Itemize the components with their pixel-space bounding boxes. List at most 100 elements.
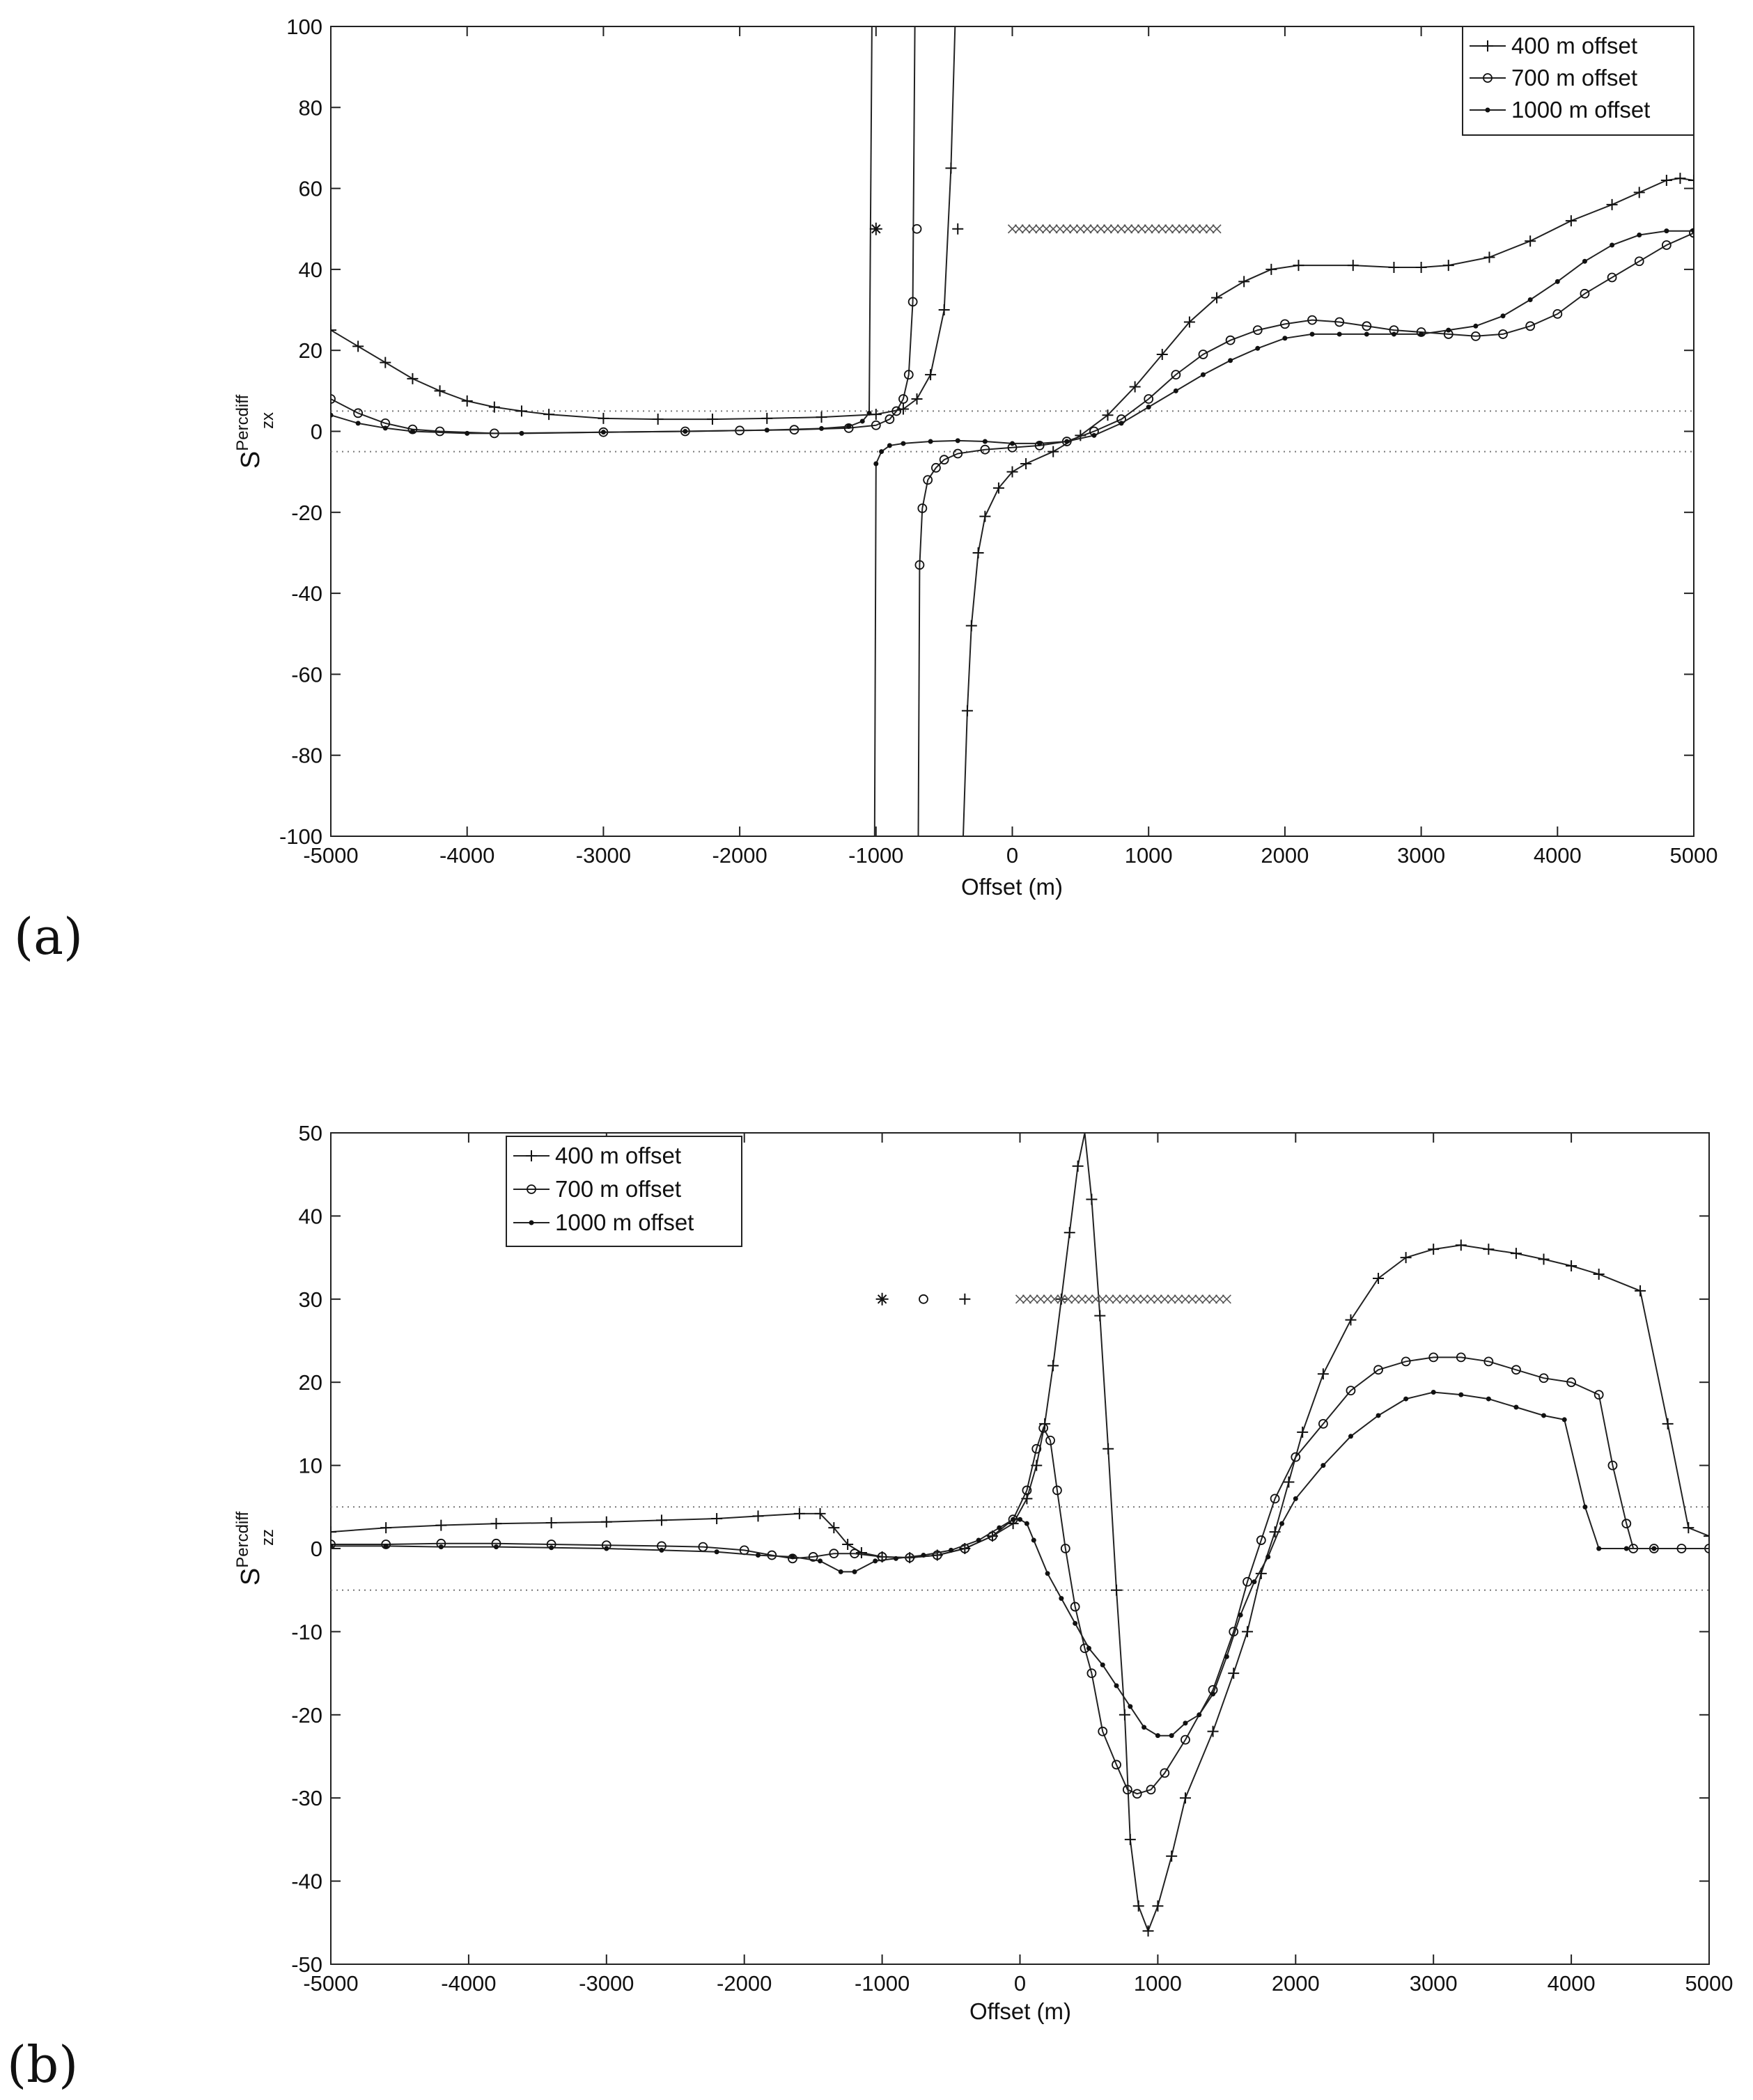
panel-label-b: (b) [7, 2035, 78, 2094]
y-axis-label-sup-a: Percdiff [233, 395, 252, 451]
data-point [1373, 1272, 1385, 1284]
annotation-band-mark [1057, 1294, 1066, 1304]
annotation-band-mark [1194, 1294, 1204, 1304]
data-point [543, 409, 555, 421]
data-point [383, 1543, 389, 1549]
annotation-band-mark [1015, 1294, 1025, 1304]
data-point [788, 1553, 797, 1564]
data-point [381, 1539, 391, 1549]
legend-a: 400 m offset 700 m offset 1000 m offset [1462, 26, 1694, 136]
data-point [814, 1507, 826, 1519]
data-point [1345, 1314, 1357, 1326]
data-point [1111, 1584, 1123, 1596]
data-point [652, 414, 664, 425]
annotation-band-mark [1055, 224, 1065, 234]
data-point [1348, 1434, 1353, 1439]
data-point [932, 1550, 942, 1560]
legend-marker [1483, 73, 1493, 83]
data-point [842, 1539, 854, 1551]
series-1 [331, 26, 1694, 836]
annotation-band-mark [1021, 224, 1031, 234]
data-point [655, 1514, 667, 1526]
y-tick-label: -30 [291, 1786, 322, 1810]
data-point [1428, 1352, 1439, 1363]
data-point [1064, 1227, 1075, 1239]
y-tick-label: 0 [311, 420, 322, 444]
data-point [1525, 235, 1536, 247]
data-point [979, 510, 991, 522]
data-point [923, 475, 933, 485]
data-point [1415, 261, 1427, 273]
y-axis-label-sup-b: Percdiff [233, 1512, 252, 1568]
data-point [1442, 260, 1454, 272]
data-point [997, 1525, 1002, 1530]
data-point [1091, 432, 1097, 438]
data-point [1129, 381, 1141, 393]
data-point [1561, 1417, 1567, 1423]
annotation-band-mark [1041, 224, 1051, 234]
data-point [1317, 1368, 1329, 1380]
data-point [1683, 1522, 1694, 1534]
y-tick-label: -100 [279, 824, 322, 849]
data-point [545, 1517, 557, 1528]
y-ticks-a: 100 80 60 40 20 0 -20 -40 -60 -80 -100 [279, 15, 1694, 849]
data-point [1637, 232, 1642, 237]
data-point [914, 560, 925, 570]
data-point [877, 1552, 887, 1562]
legend-label: 1000 m offset [555, 1209, 694, 1235]
data-point [488, 401, 500, 413]
annotation-band-mark [1029, 1294, 1038, 1304]
annotation-band-mark [1048, 224, 1058, 234]
data-point [1173, 388, 1178, 393]
data-point [1052, 1485, 1062, 1496]
data-point [1265, 1554, 1271, 1560]
data-point [515, 405, 527, 417]
data-point [407, 373, 419, 384]
data-point [604, 1546, 609, 1551]
data-point [1102, 409, 1114, 421]
y-ticks-b: 50 40 30 20 10 0 -10 -20 -30 -40 -50 [291, 1121, 1709, 1977]
data-point [1362, 321, 1372, 331]
data-point [898, 394, 908, 404]
data-point [1704, 1530, 1709, 1542]
data-point [1527, 297, 1533, 303]
x-tick-label: 1000 [1134, 1971, 1182, 1996]
x-tick-label: 4000 [1548, 1971, 1596, 1996]
data-point [1500, 313, 1506, 319]
annotation-band-mark [1091, 1294, 1100, 1304]
data-point [1228, 1668, 1240, 1679]
data-point [1419, 331, 1424, 337]
data-point [490, 1518, 502, 1530]
data-point [519, 430, 524, 436]
data-point [1171, 370, 1181, 379]
annotation-band-mark [1098, 1294, 1107, 1304]
data-point [1256, 1535, 1266, 1545]
data-point [1047, 446, 1059, 457]
data-point [1224, 1654, 1229, 1659]
annotation-band-mark [1050, 1294, 1059, 1304]
data-point [871, 420, 881, 430]
annotation-band-mark [1178, 224, 1187, 234]
data-point [1610, 242, 1615, 248]
data-point [859, 418, 865, 424]
y-tick-label: -20 [291, 1703, 322, 1727]
data-point [945, 162, 957, 174]
data-point [1470, 331, 1481, 341]
y-tick-label: -80 [291, 744, 322, 768]
data-point [1211, 292, 1223, 304]
y-axis-label-a: SPercdiff zx [233, 395, 277, 469]
data-point [465, 430, 470, 436]
x-tick-label: -1000 [855, 1971, 910, 1996]
y-axis-label-b: SPercdiff zz [233, 1512, 277, 1586]
annotation-band-mark [1077, 1294, 1087, 1304]
data-point [1674, 173, 1686, 185]
data-point [885, 414, 895, 424]
data-point [1334, 317, 1345, 327]
data-point [1152, 1900, 1164, 1912]
data-point [1031, 1537, 1036, 1543]
data-point [1347, 260, 1359, 272]
data-point [1037, 441, 1043, 446]
data-point [1210, 1691, 1216, 1697]
data-point [1064, 439, 1070, 444]
